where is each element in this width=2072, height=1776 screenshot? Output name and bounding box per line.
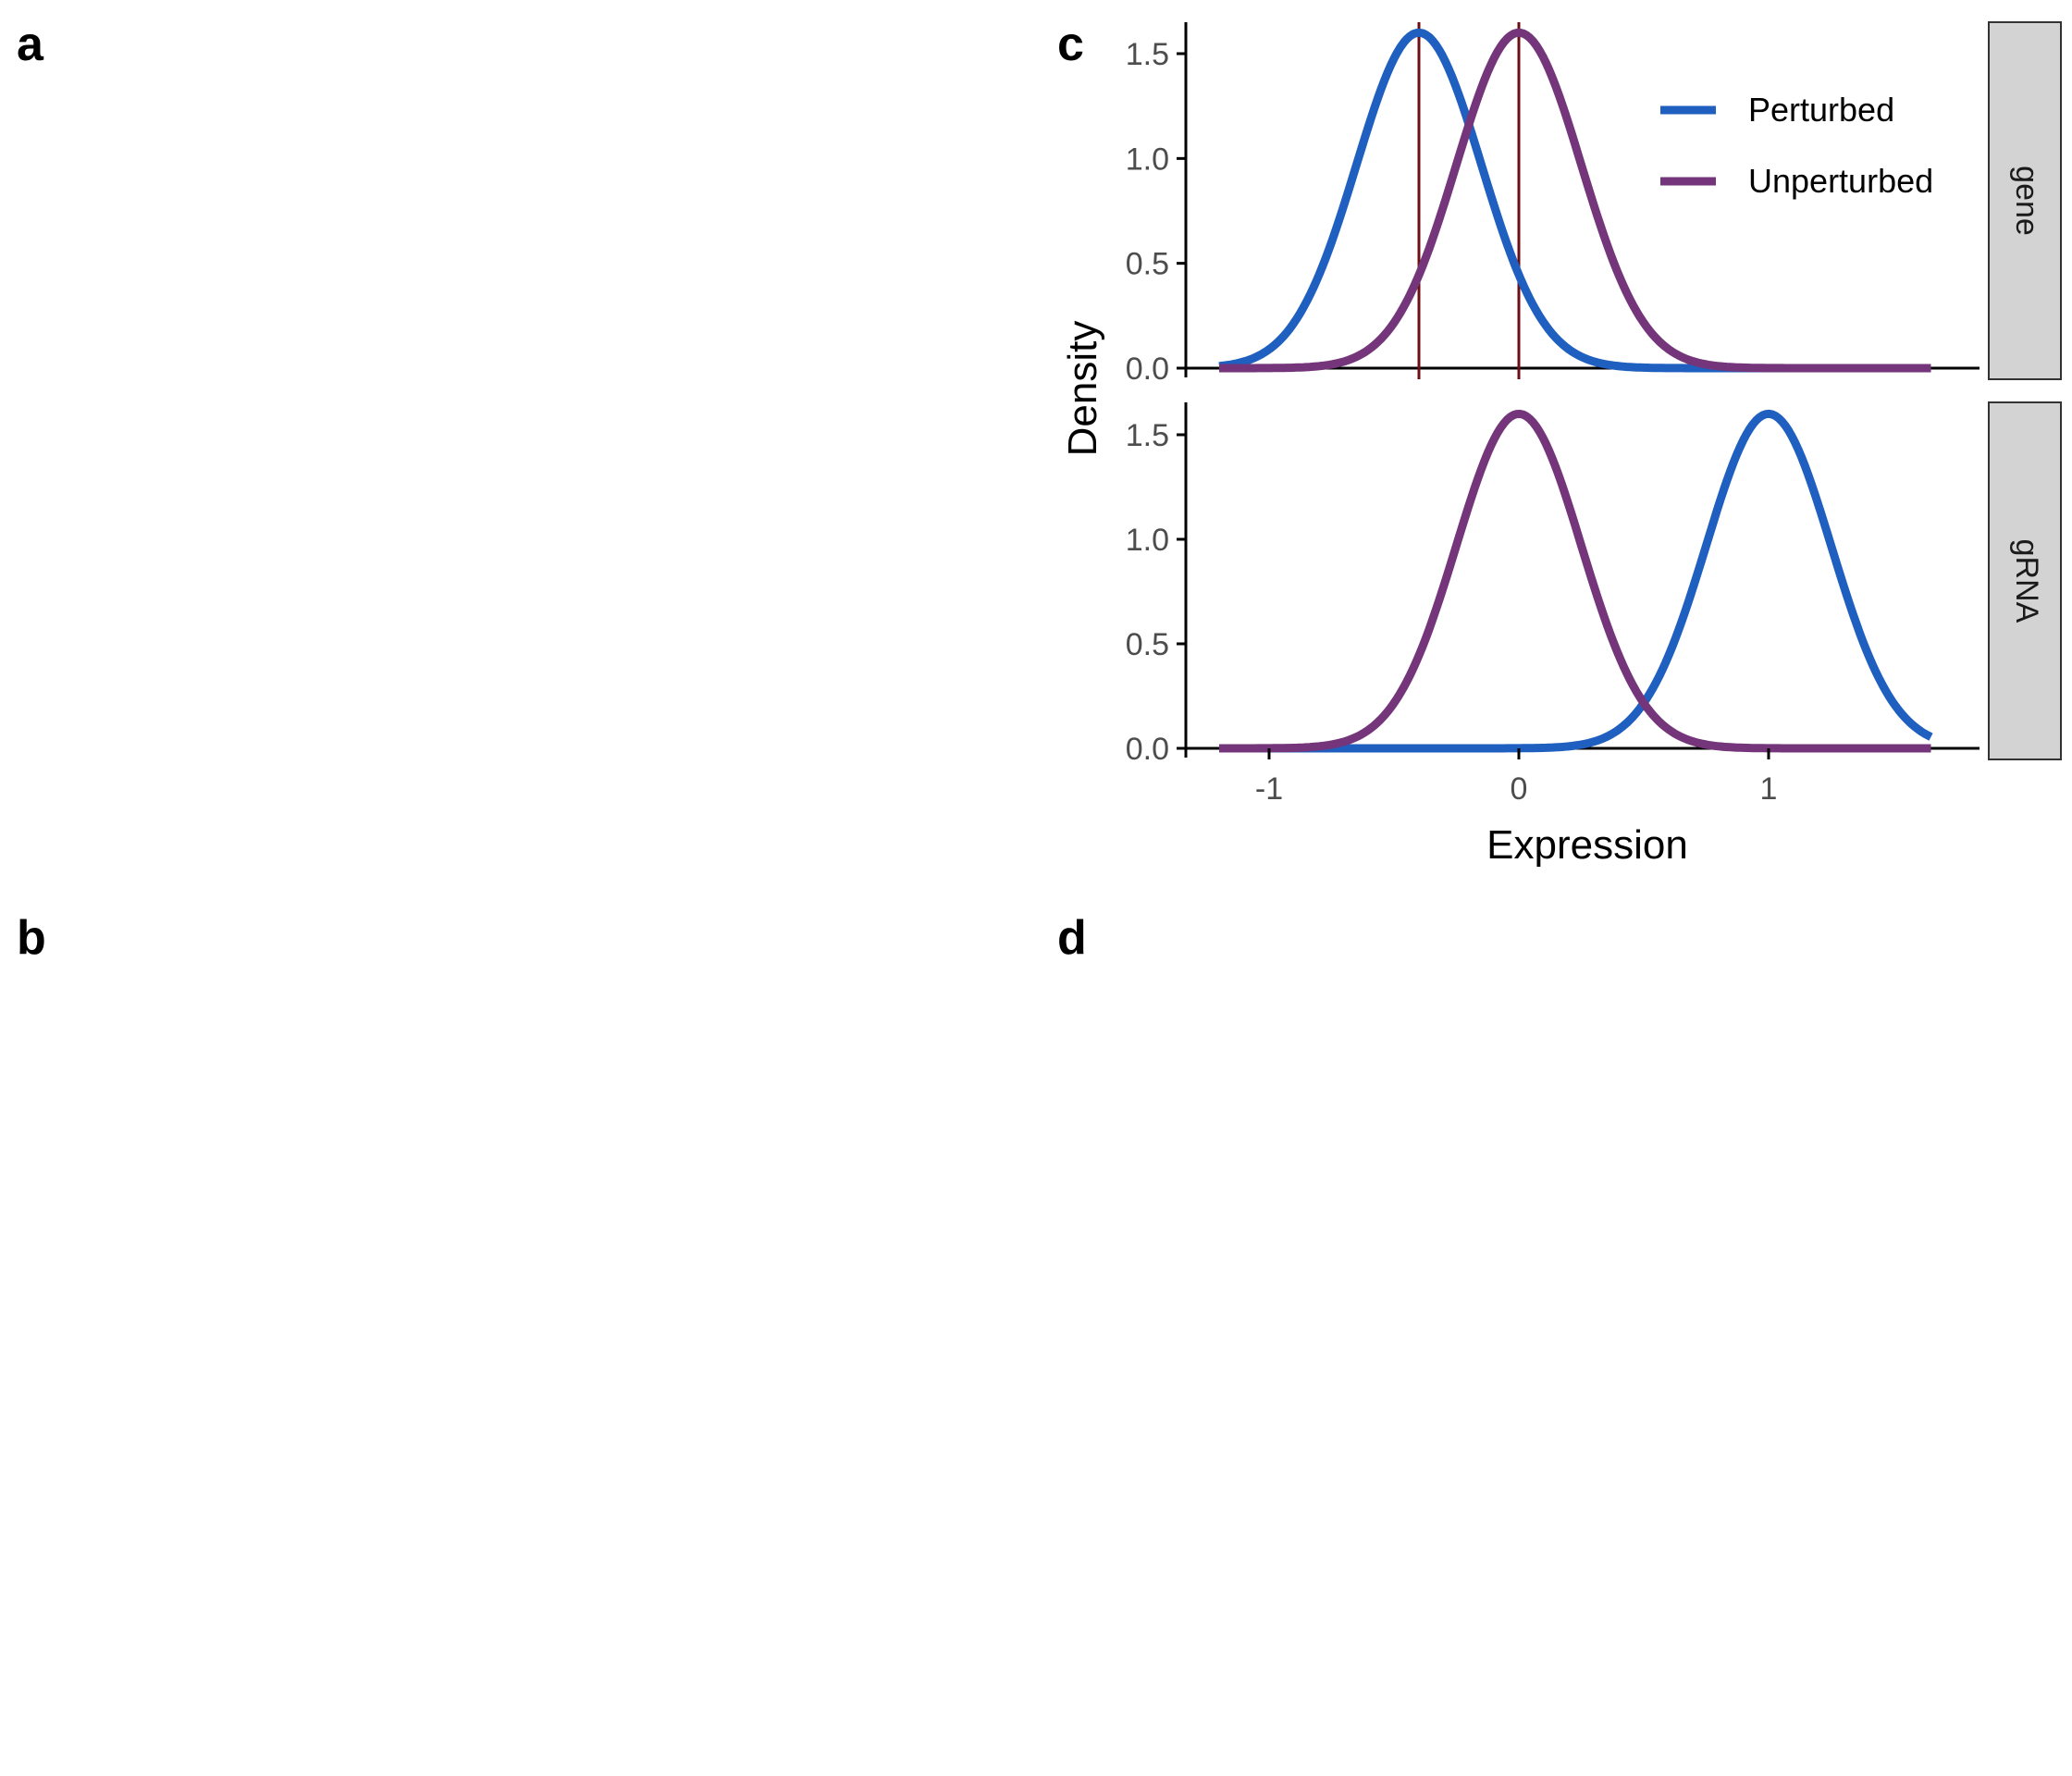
y-tick-label: 1.5: [1126, 37, 1169, 72]
series-line-perturbed: [1218, 28, 1932, 373]
facet-strip-label: gRNA: [2009, 539, 2044, 623]
x-tick-label: 1: [1760, 771, 1778, 807]
y-tick-label: 1.0: [1126, 142, 1169, 177]
x-tick-label: 0: [1511, 771, 1528, 807]
facet-strip: [1988, 21, 2062, 380]
panel-label-c: c: [1057, 18, 1084, 71]
x-axis-title: Expression: [1486, 822, 1688, 868]
panel-label-a: a: [17, 18, 43, 71]
y-tick-label: 1.5: [1126, 418, 1169, 453]
legend-label: Perturbed: [1748, 91, 1894, 129]
y-tick-label: 0.0: [1126, 352, 1169, 387]
y-axis-title: Density: [1060, 321, 1105, 457]
panel-label-d: d: [1057, 911, 1087, 965]
series-line-perturbed: [1218, 409, 1933, 753]
panel-label-b: b: [17, 911, 46, 965]
y-tick-label: 0.0: [1126, 732, 1169, 767]
series-line-unperturbed: [1218, 410, 1932, 753]
y-tick-label: 0.5: [1126, 627, 1169, 662]
legend-label: Unperturbed: [1748, 162, 1933, 200]
y-tick-label: 0.5: [1126, 247, 1169, 282]
x-tick-label: -1: [1255, 771, 1283, 807]
facet-strip: [1988, 401, 2062, 760]
facet-strip-label: gene: [2009, 166, 2044, 236]
series-line-unperturbed: [1218, 28, 1932, 373]
y-tick-label: 1.0: [1126, 523, 1169, 558]
